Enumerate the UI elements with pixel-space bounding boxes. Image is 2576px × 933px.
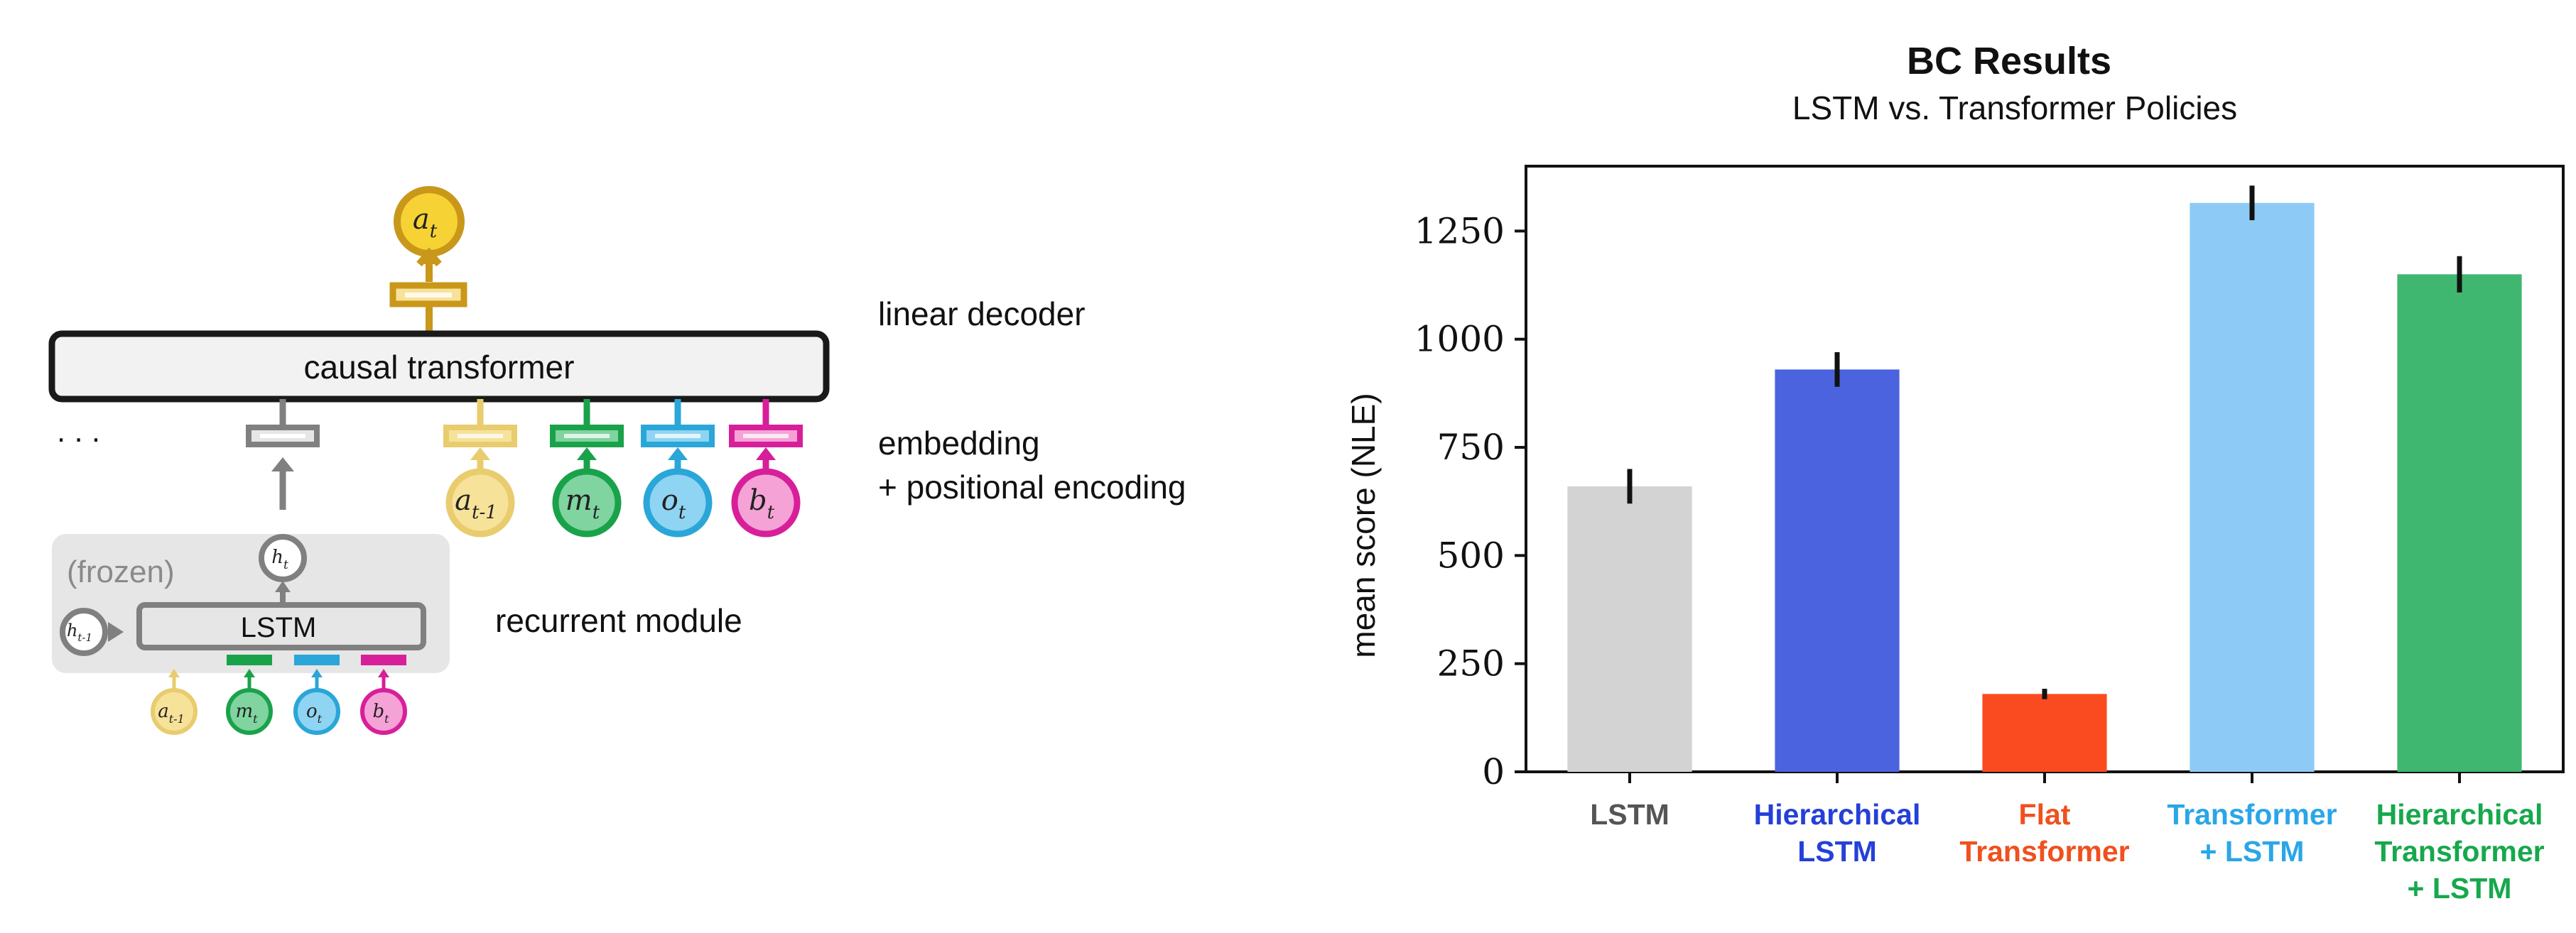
- bar: [1775, 369, 1900, 772]
- x-tick-label-line: Hierarchical: [1754, 798, 1921, 831]
- token-sub: t-1: [472, 502, 497, 523]
- y-tick-label: 0: [1482, 751, 1505, 792]
- svg-text:ot: ot: [306, 701, 323, 726]
- y-tick-label: 500: [1437, 535, 1505, 576]
- chart-title: BC Results: [1907, 40, 2111, 82]
- output-token-base: a: [413, 203, 430, 236]
- linear-decoder-block: [389, 247, 467, 334]
- x-tick-label-line: + LSTM: [2408, 872, 2512, 905]
- x-tick-label-line: Transformer: [2374, 835, 2544, 868]
- bar: [2397, 274, 2522, 773]
- hidden-out-base: h: [271, 547, 283, 568]
- lstm-input-m-t: mt: [226, 655, 273, 735]
- token-base: m: [565, 484, 592, 517]
- plot-area: 0 250 500 750 1000 1250 LSTM Hierarchical LSTM Fl…: [1414, 165, 2565, 905]
- token-base: o: [661, 484, 678, 517]
- x-tick-label-line: Transformer: [2167, 798, 2337, 831]
- label-positional-encoding: + positional encoding: [878, 469, 1186, 506]
- svg-text:bt: bt: [372, 701, 389, 726]
- x-tick-label-line: + LSTM: [2200, 835, 2305, 868]
- token-sub: t: [767, 502, 775, 523]
- input-token-row: at-1 mt ot bt: [443, 399, 803, 538]
- output-token-sub: t: [430, 221, 438, 242]
- lstm-input-a-t-1: at-1: [151, 669, 197, 735]
- input-token-a-t-1: at-1: [443, 399, 517, 538]
- x-tick-label-line: LSTM: [1590, 798, 1669, 831]
- label-linear-decoder: linear decoder: [878, 295, 1086, 332]
- input-token-b-t: bt: [729, 399, 803, 538]
- lstm-input-b-t: bt: [360, 655, 407, 735]
- x-tick-label: Flat Transformer: [1959, 798, 2129, 868]
- architecture-diagram: at causal transformer . . . at-1 mt ot bt: [48, 186, 1186, 735]
- token-sub: t: [384, 712, 389, 726]
- svg-text:at-1: at-1: [455, 484, 497, 523]
- token-base: b: [372, 701, 384, 722]
- hidden-out-sub: t: [283, 558, 288, 572]
- x-tick-label-line: LSTM: [1797, 835, 1877, 868]
- token-base: m: [235, 701, 253, 722]
- causal-transformer-box: causal transformer: [48, 330, 830, 403]
- token-sub: t: [253, 712, 258, 726]
- label-embedding: embedding: [878, 425, 1040, 462]
- svg-text:ot: ot: [661, 484, 686, 523]
- y-axis-label: mean score (NLE): [1345, 393, 1382, 658]
- token-sub: t: [678, 502, 686, 523]
- token-sub: t-1: [169, 712, 185, 726]
- hidden-state-in: ht-1: [60, 608, 124, 656]
- bc-results-chart: BC Results LSTM vs. Transformer Policies…: [1345, 40, 2565, 905]
- token-sub: t: [318, 712, 323, 726]
- hidden-in-base: h: [67, 621, 77, 640]
- x-tick-label-line: Flat: [2019, 798, 2071, 831]
- hidden-in-sub: t-1: [77, 631, 92, 644]
- hidden-state-out: ht: [259, 534, 307, 605]
- x-tick-label: LSTM: [1590, 798, 1669, 831]
- svg-text:at: at: [413, 203, 438, 242]
- lstm-label: LSTM: [241, 612, 317, 643]
- embedding-hidden: [246, 399, 320, 510]
- x-tick-label: Transformer + LSTM: [2167, 798, 2337, 868]
- bar: [1982, 694, 2107, 772]
- y-tick-label: 1000: [1414, 319, 1505, 360]
- svg-text:ht: ht: [271, 547, 288, 572]
- token-sub: t: [592, 502, 600, 523]
- y-tick-label: 750: [1437, 427, 1505, 468]
- frozen-label: (frozen): [67, 555, 175, 589]
- token-base: a: [455, 484, 472, 517]
- svg-text:ht-1: ht-1: [67, 621, 92, 644]
- lstm-input-o-t: ot: [293, 655, 340, 735]
- output-token-a-t: at: [394, 186, 465, 257]
- causal-transformer-label: causal transformer: [304, 349, 575, 386]
- input-token-m-t: mt: [550, 399, 624, 538]
- chart-subtitle: LSTM vs. Transformer Policies: [1792, 89, 2237, 126]
- label-recurrent-module: recurrent module: [495, 602, 742, 639]
- y-tick-label: 1250: [1414, 210, 1505, 251]
- y-tick-label: 250: [1437, 643, 1505, 684]
- token-base: a: [158, 701, 169, 722]
- input-token-o-t: ot: [641, 399, 715, 538]
- token-base: o: [306, 701, 318, 722]
- bar: [2190, 202, 2315, 772]
- x-tick-label-line: Transformer: [1959, 835, 2129, 868]
- x-tick-label: Hierarchical LSTM: [1754, 798, 1921, 868]
- x-tick-label-line: Hierarchical: [2376, 798, 2543, 831]
- x-tick-label: Hierarchical Transformer + LSTM: [2374, 798, 2544, 905]
- svg-text:bt: bt: [749, 484, 775, 523]
- svg-text:mt: mt: [235, 701, 258, 726]
- frozen-recurrent-module: (frozen) ht LSTM ht-1: [52, 534, 450, 673]
- svg-text:at-1: at-1: [158, 701, 185, 726]
- ellipsis: . . .: [57, 414, 100, 449]
- svg-text:mt: mt: [565, 484, 600, 523]
- bar: [1567, 486, 1692, 772]
- token-base: b: [749, 484, 767, 517]
- lstm-input-row: at-1 mt ot bt: [151, 655, 407, 735]
